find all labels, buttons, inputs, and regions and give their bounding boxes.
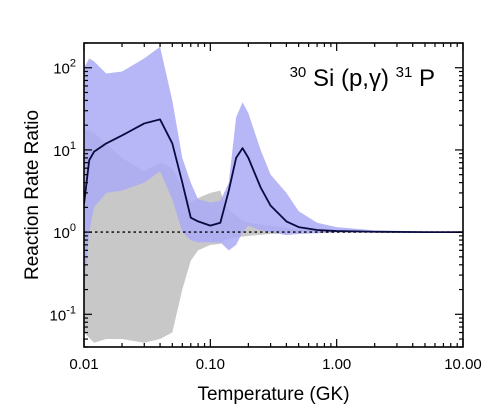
y-axis-title: Reaction Rate Ratio bbox=[22, 110, 43, 280]
target-mass-number: 30 bbox=[290, 64, 307, 81]
y-tick-labels: 10-1 100 101 102 bbox=[50, 58, 76, 325]
reaction-annotation: 30 Si (p,γ) 31 P bbox=[290, 56, 435, 92]
target-element: Si bbox=[313, 65, 334, 92]
blue-uncertainty-band bbox=[84, 46, 463, 290]
plot-frame bbox=[83, 42, 464, 348]
x-tick-labels: 0.01 0.10 1.00 10.00 bbox=[69, 356, 481, 373]
tick-marks bbox=[83, 42, 464, 348]
y-tick-label: 100 bbox=[53, 222, 76, 242]
y-tick-label: 102 bbox=[53, 58, 76, 78]
uncertainty-bands bbox=[84, 46, 463, 343]
y-tick-label: 10-1 bbox=[50, 304, 76, 324]
product-element: P bbox=[419, 65, 435, 92]
x-axis-title: Temperature (GK) bbox=[197, 384, 349, 405]
x-tick-label: 10.00 bbox=[444, 356, 482, 373]
median-line-layer bbox=[84, 118, 463, 234]
y-tick-label: 101 bbox=[53, 140, 76, 160]
x-tick-label: 0.10 bbox=[196, 356, 225, 373]
reaction-channel: (p,γ) bbox=[341, 65, 389, 92]
median-rate-ratio-line bbox=[84, 118, 463, 234]
product-mass-number: 31 bbox=[396, 64, 413, 81]
x-tick-label: 0.01 bbox=[69, 356, 98, 373]
x-tick-label: 1.00 bbox=[322, 356, 351, 373]
